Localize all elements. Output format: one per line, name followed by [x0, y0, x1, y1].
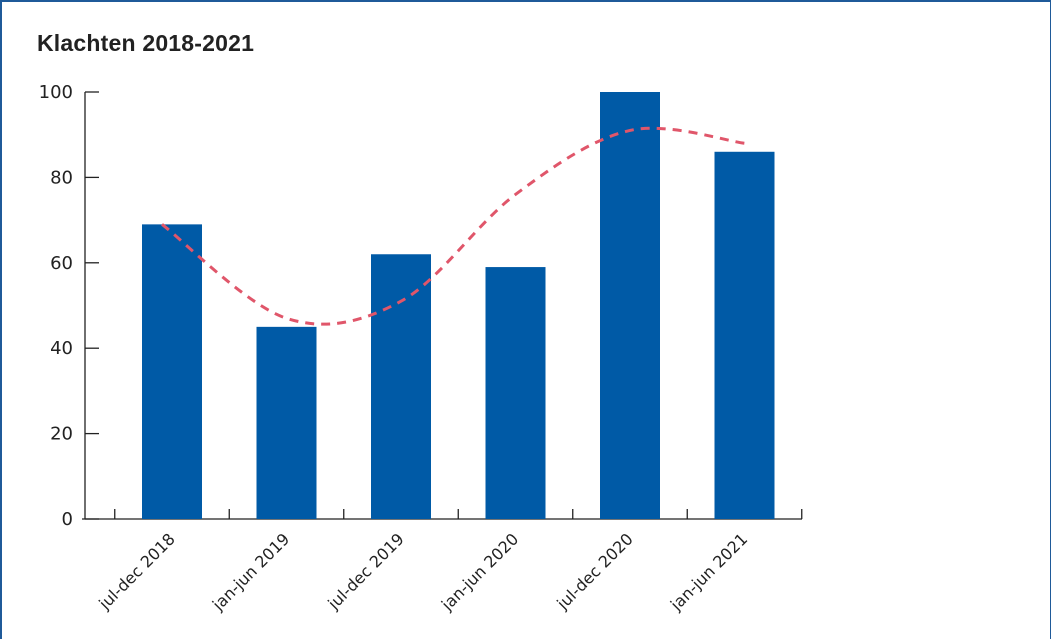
x-tick-label: jan-jun 2019 [208, 529, 293, 614]
bars [142, 92, 775, 519]
bar [371, 254, 431, 519]
trendline-group [161, 126, 745, 326]
bar [485, 267, 546, 519]
chart-title: Klachten 2018-2021 [37, 30, 255, 56]
y-tick-label: 60 [50, 253, 73, 274]
y-axis-ticks: 0 20 40 60 80 100 [39, 82, 99, 530]
bar [714, 151, 775, 519]
x-tick-label: jul-dec 2019 [323, 529, 407, 613]
trendline [161, 126, 745, 326]
y-tick-label: 100 [39, 82, 73, 103]
y-tick-label: 0 [62, 509, 73, 530]
x-tick-label: jan-jun 2020 [437, 529, 522, 614]
x-tick-label: jan-jun 2021 [666, 529, 751, 614]
y-tick-label: 20 [50, 424, 73, 445]
x-tick-label: jul-dec 2020 [552, 529, 636, 613]
y-tick-label: 40 [50, 338, 73, 359]
x-axis-ticks: jul-dec 2018 jan-jun 2019 jul-dec 2019 jan-… [94, 509, 803, 615]
bar [256, 326, 317, 519]
bar [600, 92, 660, 519]
bar [142, 224, 202, 519]
x-tick-label: jul-dec 2018 [94, 529, 178, 613]
y-tick-label: 80 [50, 167, 73, 188]
